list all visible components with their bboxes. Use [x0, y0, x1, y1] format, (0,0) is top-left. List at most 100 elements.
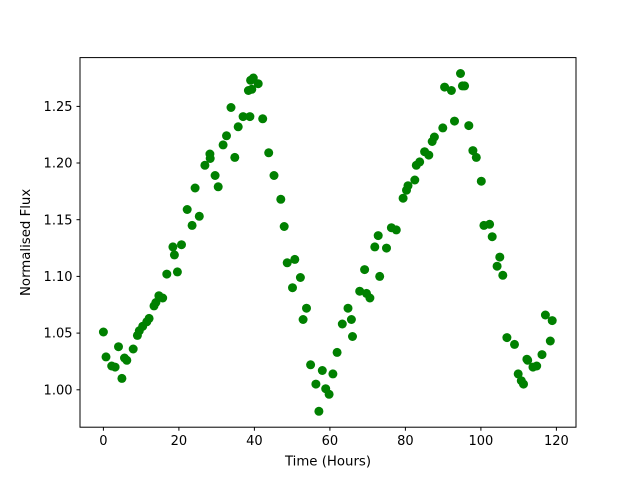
data-point [382, 243, 391, 253]
data-point [440, 82, 450, 92]
data-point [502, 333, 512, 343]
data-point [172, 267, 182, 277]
data-point [398, 193, 408, 203]
data-point [282, 258, 292, 268]
data-point [276, 194, 286, 204]
data-point [190, 183, 200, 193]
data-point [290, 254, 300, 264]
data-point [288, 283, 297, 293]
data-point [187, 220, 197, 230]
data-point [523, 355, 533, 365]
data-point [513, 369, 523, 379]
data-point [218, 140, 228, 150]
data-point [264, 148, 274, 158]
data-point [375, 271, 385, 281]
data-point [213, 182, 223, 192]
y-tick-label: 1.05 [44, 327, 73, 342]
data-point [128, 344, 138, 354]
data-point [468, 146, 478, 156]
x-tick-label: 0 [99, 434, 107, 449]
data-point [337, 319, 347, 329]
data-point [537, 350, 547, 360]
data-point [317, 366, 327, 375]
data-point [471, 152, 481, 162]
data-point [98, 327, 108, 337]
plot-area [80, 57, 576, 428]
data-point [424, 150, 434, 160]
data-point [182, 205, 192, 214]
x-tick-label: 80 [397, 434, 414, 449]
data-point [328, 369, 338, 379]
data-point [450, 116, 459, 126]
x-tick-label: 120 [544, 434, 569, 449]
data-point [169, 250, 179, 260]
x-tick-label: 20 [171, 434, 188, 449]
data-point [324, 389, 334, 399]
data-point [545, 336, 555, 346]
data-point [495, 252, 505, 262]
data-point [253, 79, 263, 89]
data-point [460, 81, 470, 91]
data-point [373, 231, 383, 241]
data-point [438, 123, 448, 133]
data-point [230, 152, 240, 162]
y-tick-label: 1.20 [44, 157, 73, 172]
data-point [101, 352, 111, 362]
data-point [158, 293, 168, 303]
data-point [306, 360, 316, 370]
data-point [205, 154, 215, 163]
data-point [117, 373, 127, 383]
data-point [258, 114, 268, 124]
y-tick-label: 1.25 [44, 100, 73, 115]
data-point [415, 157, 425, 167]
data-point [144, 313, 154, 323]
data-point [200, 160, 210, 170]
data-point [302, 303, 311, 313]
data-point [360, 265, 370, 275]
data-point [498, 270, 508, 280]
data-point [247, 84, 257, 94]
data-point [332, 347, 342, 357]
x-tick-label: 100 [468, 434, 493, 449]
data-point [391, 225, 401, 235]
data-point [298, 315, 308, 324]
data-point [403, 181, 413, 191]
data-point [519, 379, 528, 389]
data-point [226, 103, 236, 112]
data-point [492, 261, 502, 271]
x-tick-label: 40 [246, 434, 263, 449]
data-point [485, 219, 495, 229]
y-tick-label: 1.00 [44, 383, 73, 398]
data-point [343, 303, 353, 313]
data-point [476, 176, 486, 186]
data-point [348, 332, 357, 341]
data-point [346, 315, 356, 324]
data-point [122, 355, 132, 365]
data-point [547, 316, 557, 326]
data-point [295, 273, 305, 282]
data-point [222, 131, 231, 141]
data-point [540, 310, 550, 320]
data-point [114, 342, 123, 352]
data-point [238, 112, 248, 122]
data-point [314, 406, 324, 416]
data-point [464, 121, 474, 131]
data-point [168, 242, 178, 252]
data-point [429, 132, 439, 142]
data-point [233, 122, 243, 132]
data-point [510, 339, 519, 349]
y-tick-label: 1.10 [44, 270, 73, 285]
x-tick-label: 60 [322, 434, 339, 449]
data-point [245, 112, 255, 122]
data-point [355, 286, 365, 296]
data-point [279, 222, 289, 231]
data-point [311, 379, 321, 389]
y-axis-label: Normalised Flux [19, 189, 34, 296]
data-point [446, 86, 456, 95]
data-point [110, 362, 120, 372]
data-point [370, 242, 380, 252]
data-point [177, 240, 186, 250]
data-point [487, 232, 497, 242]
x-axis-label: Time (Hours) [284, 455, 371, 470]
